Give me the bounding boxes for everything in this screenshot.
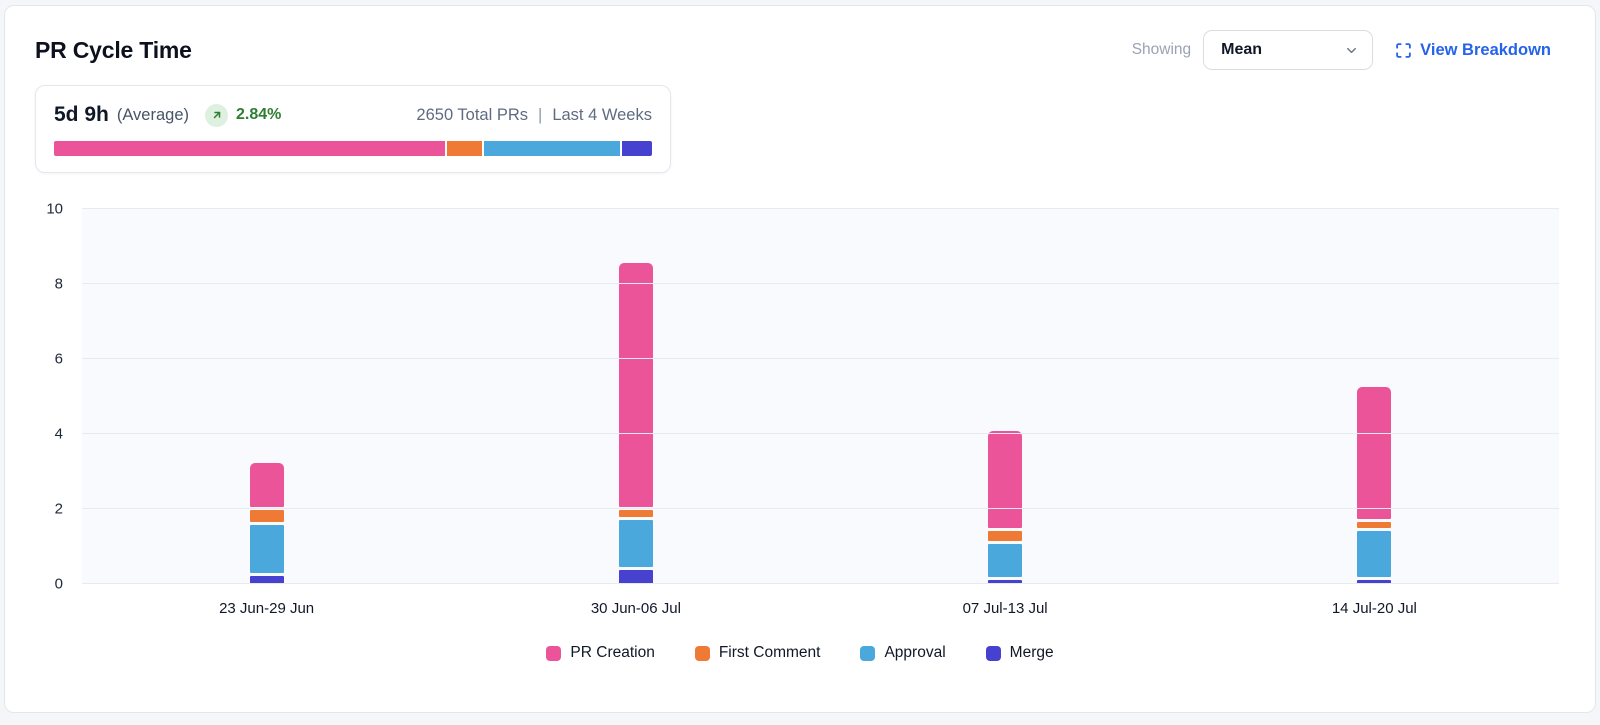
metric-select-value: Mean xyxy=(1221,41,1263,58)
total-prs-text: 2650 Total PRs xyxy=(416,105,529,124)
period-text: Last 4 Weeks xyxy=(552,105,652,124)
legend-swatch xyxy=(985,645,1001,661)
plot-row: 0 2 4 6 8 10 xyxy=(5,201,1595,593)
bar-segment-first-comment[interactable] xyxy=(1357,521,1392,529)
y-tick-label: 10 xyxy=(46,200,63,218)
stacked-bar-07 Jul-13 Jul[interactable] xyxy=(988,431,1023,584)
distribution-segment-first-comment xyxy=(446,141,482,156)
stacked-bar-23 Jun-29 Jun[interactable] xyxy=(249,463,284,584)
legend-item-merge[interactable]: Merge xyxy=(985,644,1054,662)
bar-slot xyxy=(821,209,1190,584)
gridline xyxy=(82,433,1559,434)
expand-icon xyxy=(1396,42,1411,58)
view-breakdown-label: View Breakdown xyxy=(1420,40,1551,59)
distribution-segment-merge xyxy=(621,141,652,156)
bar-slot xyxy=(82,209,451,584)
bar-segment-merge[interactable] xyxy=(249,575,284,584)
legend-item-pr-creation[interactable]: PR Creation xyxy=(546,644,655,662)
header-controls: Showing Mean View Breakdown xyxy=(1132,30,1551,70)
distribution-segment-pr-creation xyxy=(54,141,445,156)
y-tick-label: 2 xyxy=(54,500,63,518)
legend-swatch xyxy=(860,645,876,661)
y-tick-label: 6 xyxy=(54,350,63,368)
showing-group: Showing Mean xyxy=(1131,30,1374,70)
legend-label: First Comment xyxy=(718,644,821,661)
legend-swatch xyxy=(546,645,562,661)
bars-layer xyxy=(82,209,1559,584)
legend-label: PR Creation xyxy=(570,644,655,661)
plot-area xyxy=(82,208,1559,584)
bar-segment-pr-creation[interactable] xyxy=(618,262,653,508)
bar-segment-pr-creation[interactable] xyxy=(249,463,284,508)
cycle-distribution-bar xyxy=(54,141,652,156)
distribution-segment-approval xyxy=(483,141,620,156)
bar-segment-pr-creation[interactable] xyxy=(988,431,1023,528)
bar-segment-merge[interactable] xyxy=(1357,580,1392,584)
average-cycle-time-value: 5d 9h xyxy=(54,103,109,126)
pr-cycle-time-card: PR Cycle Time Showing Mean View Breakdow… xyxy=(4,5,1596,713)
bar-segment-merge[interactable] xyxy=(988,579,1023,584)
bar-segment-approval[interactable] xyxy=(988,543,1023,577)
chart-section: 0 2 4 6 8 10 23 Jun-29 Jun 30 Jun-06 Jul 07 Jul… xyxy=(5,201,1595,662)
stacked-bar-30 Jun-06 Jul[interactable] xyxy=(618,262,653,584)
bar-segment-first-comment[interactable] xyxy=(249,510,284,523)
y-axis: 0 2 4 6 8 10 xyxy=(5,201,82,593)
summary-row: 5d 9h (Average) 2.84% 2650 Total PRs | L… xyxy=(54,103,652,127)
stacked-bar-14 Jul-20 Jul[interactable] xyxy=(1357,386,1392,584)
x-axis-label: 14 Jul-20 Jul xyxy=(1331,600,1417,617)
x-axis-labels: 23 Jun-29 Jun 30 Jun-06 Jul 07 Jul-13 Jul 1… xyxy=(82,600,1559,617)
bar-segment-merge[interactable] xyxy=(618,570,653,584)
metric-select-dropdown[interactable]: Mean xyxy=(1203,30,1374,70)
bar-segment-approval[interactable] xyxy=(618,519,653,568)
bar-segment-first-comment[interactable] xyxy=(988,530,1023,541)
arrow-up-right-icon xyxy=(213,111,220,119)
y-tick-label: 8 xyxy=(54,275,63,293)
bar-slot xyxy=(451,209,820,584)
bar-segment-approval[interactable] xyxy=(249,525,284,573)
trend-indicator: 2.84% xyxy=(205,103,282,127)
gridline xyxy=(82,508,1559,509)
trend-percent: 2.84% xyxy=(236,106,282,123)
view-breakdown-button[interactable]: View Breakdown xyxy=(1395,41,1551,60)
y-tick-label: 0 xyxy=(54,575,63,593)
bar-segment-pr-creation[interactable] xyxy=(1357,386,1392,519)
chevron-down-icon xyxy=(1347,47,1357,53)
y-tick-label: 4 xyxy=(54,425,63,443)
header: PR Cycle Time Showing Mean View Breakdow… xyxy=(5,6,1595,70)
legend-item-approval[interactable]: Approval xyxy=(860,644,946,662)
bar-slot xyxy=(1190,209,1559,584)
gridline xyxy=(82,208,1559,209)
chart-legend: PR Creation First Comment Approval Merge xyxy=(5,644,1595,662)
legend-swatch xyxy=(694,645,710,661)
summary-card: 5d 9h (Average) 2.84% 2650 Total PRs | L… xyxy=(35,85,671,173)
x-axis-label: 23 Jun-29 Jun xyxy=(219,600,315,617)
gridline xyxy=(82,358,1559,359)
legend-item-first-comment[interactable]: First Comment xyxy=(694,644,821,662)
x-axis-label: 07 Jul-13 Jul xyxy=(962,600,1048,617)
summary-meta: 2650 Total PRs | Last 4 Weeks xyxy=(416,106,652,125)
legend-label: Approval xyxy=(884,644,946,661)
meta-separator: | xyxy=(538,105,543,124)
bar-segment-first-comment[interactable] xyxy=(618,510,653,517)
gridline xyxy=(82,283,1559,284)
bar-segment-approval[interactable] xyxy=(1357,531,1392,577)
gridline xyxy=(82,583,1559,584)
x-axis-label: 30 Jun-06 Jul xyxy=(590,600,681,617)
page-title: PR Cycle Time xyxy=(35,36,192,63)
showing-label: Showing xyxy=(1131,41,1192,58)
average-label: (Average) xyxy=(116,105,190,124)
legend-label: Merge xyxy=(1009,644,1054,661)
trend-badge xyxy=(205,103,229,127)
